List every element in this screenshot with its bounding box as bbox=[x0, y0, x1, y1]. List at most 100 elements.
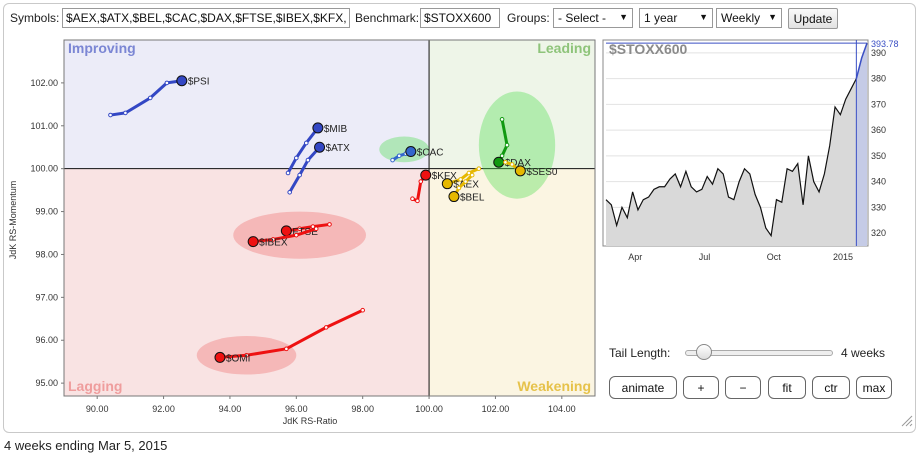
mini-x-tick-label: Jul bbox=[699, 252, 711, 262]
series-label-psi: $PSI bbox=[188, 77, 210, 88]
benchmark-input[interactable] bbox=[420, 8, 500, 28]
benchmark-area bbox=[606, 78, 857, 246]
series-point-kfx bbox=[415, 198, 420, 204]
chevron-down-icon: ▼ bbox=[768, 12, 777, 22]
series-mib: $MIB bbox=[285, 122, 348, 176]
fit-button[interactable]: fit bbox=[768, 376, 806, 399]
y-tick-label: 99.00 bbox=[35, 207, 58, 217]
series-point-omi bbox=[284, 346, 289, 352]
series-point-omi bbox=[244, 352, 249, 358]
zoom-in-button[interactable]: + bbox=[683, 376, 719, 399]
frequency-select[interactable]: Weekly ▼ bbox=[716, 8, 782, 28]
series-head-psi bbox=[176, 75, 188, 87]
series-label-seso: $SES0 bbox=[526, 167, 558, 178]
update-button[interactable]: Update bbox=[788, 8, 838, 29]
series-kfx: $KFX bbox=[410, 169, 457, 204]
mini-y-tick-label: 340 bbox=[871, 177, 886, 187]
x-tick-label: 98.00 bbox=[351, 404, 374, 414]
max-button[interactable]: max bbox=[856, 376, 892, 399]
resize-handle-icon[interactable] bbox=[901, 415, 913, 427]
series-point-dax bbox=[504, 142, 510, 148]
x-tick-label: 104.00 bbox=[548, 404, 576, 414]
series-point-kfx bbox=[410, 196, 415, 201]
series-point-omi bbox=[360, 307, 365, 313]
series-label-kfx: $KFX bbox=[432, 171, 457, 182]
series-point-mib bbox=[303, 140, 309, 146]
quadrant-weakening bbox=[429, 168, 595, 396]
series-tail-atx bbox=[288, 145, 322, 194]
symbols-label: Symbols: bbox=[10, 11, 60, 25]
series-point-dax bbox=[499, 153, 505, 159]
series-head-mib bbox=[312, 122, 324, 134]
x-tick-label: 102.00 bbox=[482, 404, 510, 414]
y-tick-label: 102.00 bbox=[30, 78, 58, 88]
animate-button[interactable]: animate bbox=[609, 376, 677, 399]
series-omi: $OMI bbox=[214, 307, 365, 364]
series-point-aex bbox=[476, 166, 482, 171]
groups-select[interactable]: - Select - ▼ bbox=[553, 8, 633, 28]
x-tick-label: 100.00 bbox=[415, 404, 443, 414]
groups-label: Groups: bbox=[507, 11, 550, 25]
y-axis-title: JdK RS-Momentum bbox=[8, 181, 18, 260]
series-point-atx bbox=[287, 189, 292, 195]
mini-y-tick-label: 390 bbox=[871, 48, 886, 58]
series-ibex: $IBEX bbox=[247, 226, 319, 249]
period-select[interactable]: 1 year ▼ bbox=[639, 8, 713, 28]
series-label-dax: $DAX bbox=[505, 158, 531, 169]
y-tick-label: 95.00 bbox=[35, 378, 58, 388]
series-point-omi bbox=[323, 325, 329, 330]
series-tail-ibex bbox=[251, 227, 318, 244]
chevron-down-icon: ▼ bbox=[699, 12, 708, 22]
series-tail-aex bbox=[445, 167, 481, 186]
series-label-omi: $OMI bbox=[226, 353, 250, 364]
series-point-kfx bbox=[418, 179, 424, 184]
series-point-seso bbox=[503, 159, 508, 165]
tail-length-slider[interactable] bbox=[685, 350, 833, 356]
series-point-psi bbox=[108, 112, 113, 118]
highlight-ellipse-cac bbox=[379, 136, 430, 163]
series-head-kfx bbox=[420, 169, 432, 181]
mini-x-tick-label: Oct bbox=[767, 252, 782, 262]
mini-y-tick-label: 350 bbox=[871, 151, 886, 161]
series-point-seso bbox=[509, 162, 515, 167]
benchmark-line-recent bbox=[855, 42, 868, 79]
benchmark-chart-title: $STOXX600 bbox=[609, 41, 688, 57]
quadrant-label-lagging: Lagging bbox=[68, 378, 122, 394]
period-caption: 4 weeks ending Mar 5, 2015 bbox=[4, 438, 168, 453]
symbols-input[interactable] bbox=[62, 8, 350, 28]
mini-x-tick-label: 2015 bbox=[833, 252, 853, 262]
zoom-out-button[interactable]: − bbox=[725, 376, 761, 399]
center-button[interactable]: ctr bbox=[812, 376, 850, 399]
highlight-ellipse-dax bbox=[478, 91, 556, 199]
series-tail-mib bbox=[286, 126, 320, 175]
x-tick-label: 90.00 bbox=[86, 404, 109, 414]
tail-length-label: Tail Length: bbox=[609, 346, 671, 360]
series-point-ibex bbox=[270, 237, 276, 242]
period-select-value: 1 year bbox=[644, 11, 678, 25]
quadrant-lagging bbox=[64, 168, 430, 396]
series-head-atx bbox=[314, 141, 326, 153]
series-point-bel bbox=[456, 185, 462, 191]
plot-border bbox=[63, 39, 596, 397]
benchmark-label: Benchmark: bbox=[355, 11, 420, 25]
series-point-ibex bbox=[313, 226, 319, 232]
series-seso: $SES0 bbox=[503, 159, 558, 178]
tail-length-value: 4 weeks bbox=[841, 346, 886, 360]
y-tick-label: 98.00 bbox=[35, 249, 58, 259]
series-psi: $PSI bbox=[108, 75, 210, 118]
series-cac: $CAC bbox=[390, 146, 443, 163]
series-point-psi bbox=[164, 80, 170, 86]
series-point-bel bbox=[463, 179, 468, 184]
quadrant-leading bbox=[429, 40, 595, 169]
series-point-psi bbox=[147, 95, 153, 101]
mini-x-tick-label: Apr bbox=[628, 252, 642, 262]
tail-length-slider-handle[interactable] bbox=[696, 344, 712, 360]
y-tick-label: 100.00 bbox=[30, 164, 58, 174]
series-point-bel bbox=[469, 172, 475, 178]
series-label-ibex: $IBEX bbox=[259, 238, 288, 249]
y-tick-label: 101.00 bbox=[30, 121, 58, 131]
x-axis-title: JdK RS-Ratio bbox=[283, 416, 338, 426]
series-atx: $ATX bbox=[287, 141, 350, 195]
